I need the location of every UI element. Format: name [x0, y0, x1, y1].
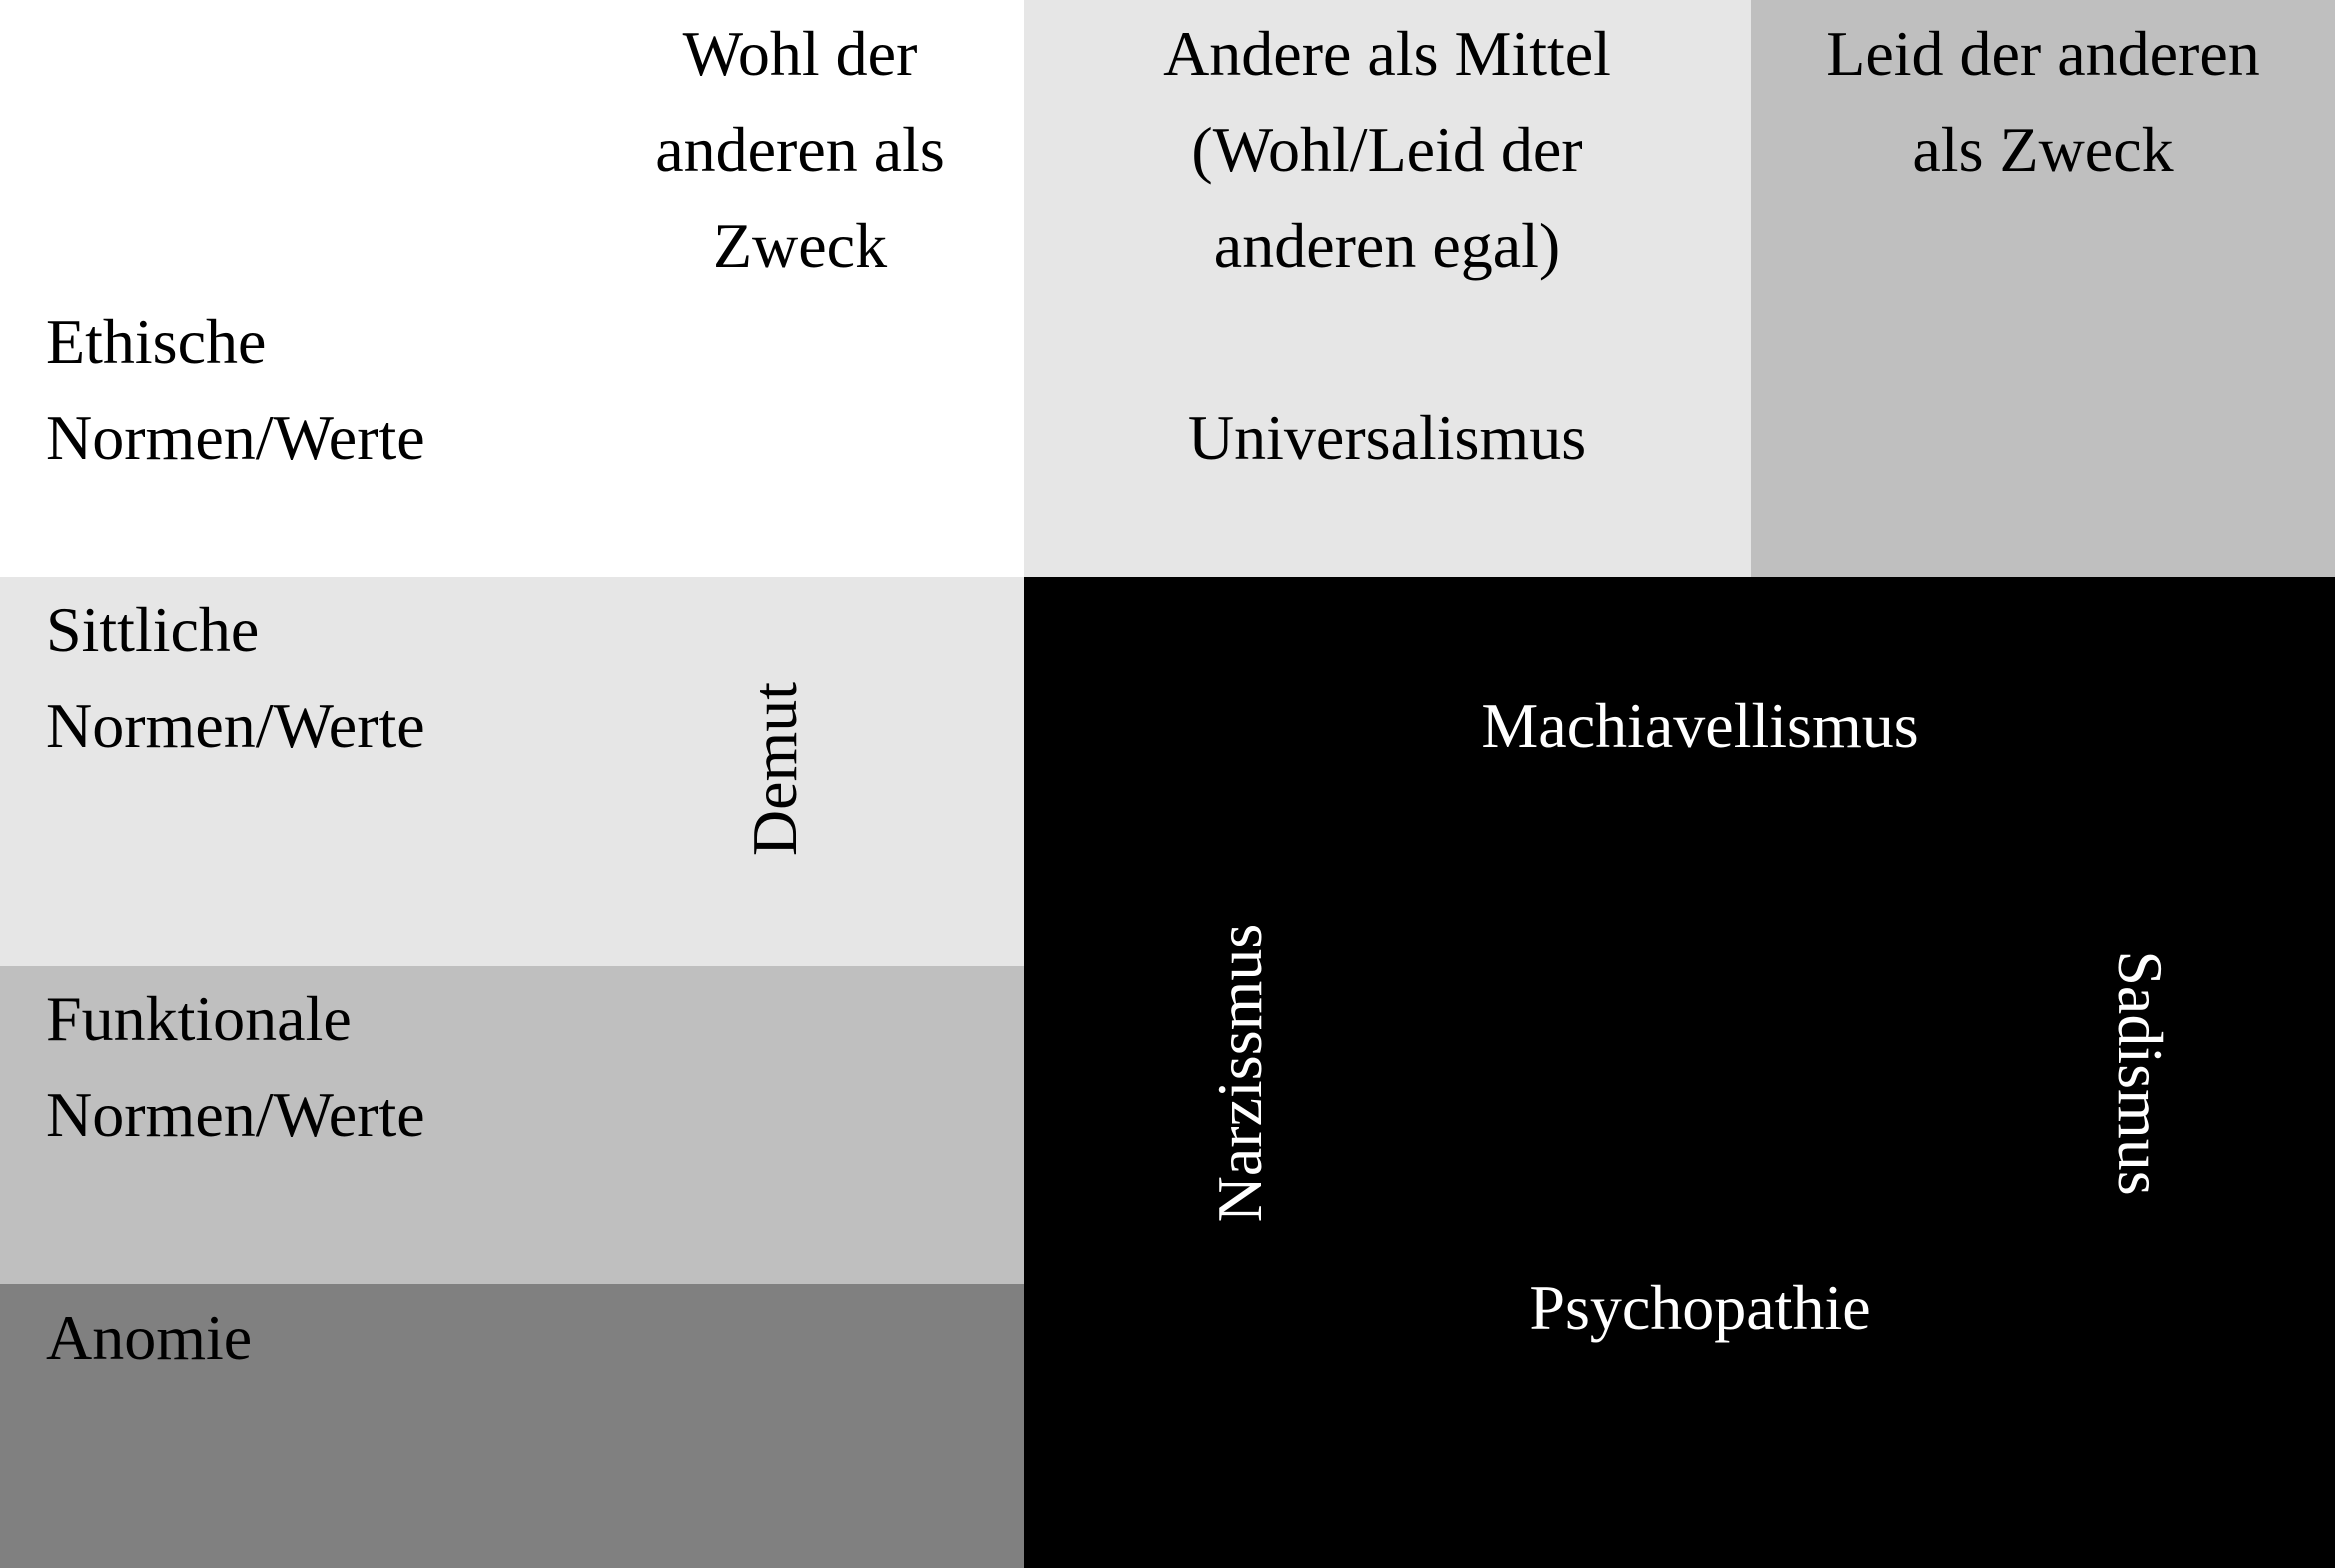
column-header-wohl-line-2: anderen als [655, 114, 945, 185]
cell-universalismus: Universalismus [1187, 402, 1587, 473]
column-header-wohl-line-1: Wohl der [682, 18, 918, 89]
sittliche-row-block [0, 577, 1024, 966]
universalismus-block [1024, 0, 1751, 577]
column-header-mittel: Andere als Mittel (Wohl/Leid der anderen… [1163, 6, 1611, 294]
row-header-sittliche-line-2: Normen/Werte [46, 690, 425, 761]
row-header-anomie-line-1: Anomie [46, 1302, 253, 1373]
column-header-mittel-line-1: Andere als Mittel [1163, 18, 1611, 89]
row-header-sittliche: Sittliche Normen/Werte [46, 582, 425, 774]
column-header-leid-line-1: Leid der anderen [1826, 18, 2260, 89]
column-header-wohl-line-3: Zweck [712, 210, 888, 281]
row-header-funktionale-line-2: Normen/Werte [46, 1079, 425, 1150]
leid-column-block [1751, 0, 2335, 577]
cell-psychopathie: Psychopathie [1529, 1272, 1871, 1343]
row-header-funktionale: Funktionale Normen/Werte [46, 971, 425, 1163]
funktionale-row-block [0, 966, 1024, 1284]
column-header-mittel-line-2: (Wohl/Leid der [1191, 114, 1583, 185]
cell-demut: Demut [739, 681, 810, 857]
column-header-wohl: Wohl der anderen als Zweck [655, 6, 945, 294]
dark-triad-block [1024, 577, 2335, 1568]
row-header-ethische-line-1: Ethische [46, 306, 267, 377]
row-header-ethische-line-2: Normen/Werte [46, 402, 425, 473]
row-header-funktionale-line-1: Funktionale [46, 983, 352, 1054]
cell-narzissmus: Narzissmus [1204, 923, 1275, 1223]
row-header-anomie: Anomie [46, 1290, 252, 1386]
cell-machiavellismus: Machiavellismus [1481, 690, 1919, 761]
column-header-leid: Leid der anderen als Zweck [1826, 6, 2260, 198]
row-header-sittliche-line-1: Sittliche [46, 594, 260, 665]
column-header-mittel-line-3: anderen egal) [1213, 210, 1561, 281]
column-header-leid-line-2: als Zweck [1912, 114, 2174, 185]
row-header-ethische: Ethische Normen/Werte [46, 294, 425, 486]
anomie-row-block [0, 1284, 1024, 1568]
cell-sadismus: Sadismus [2105, 950, 2176, 1196]
